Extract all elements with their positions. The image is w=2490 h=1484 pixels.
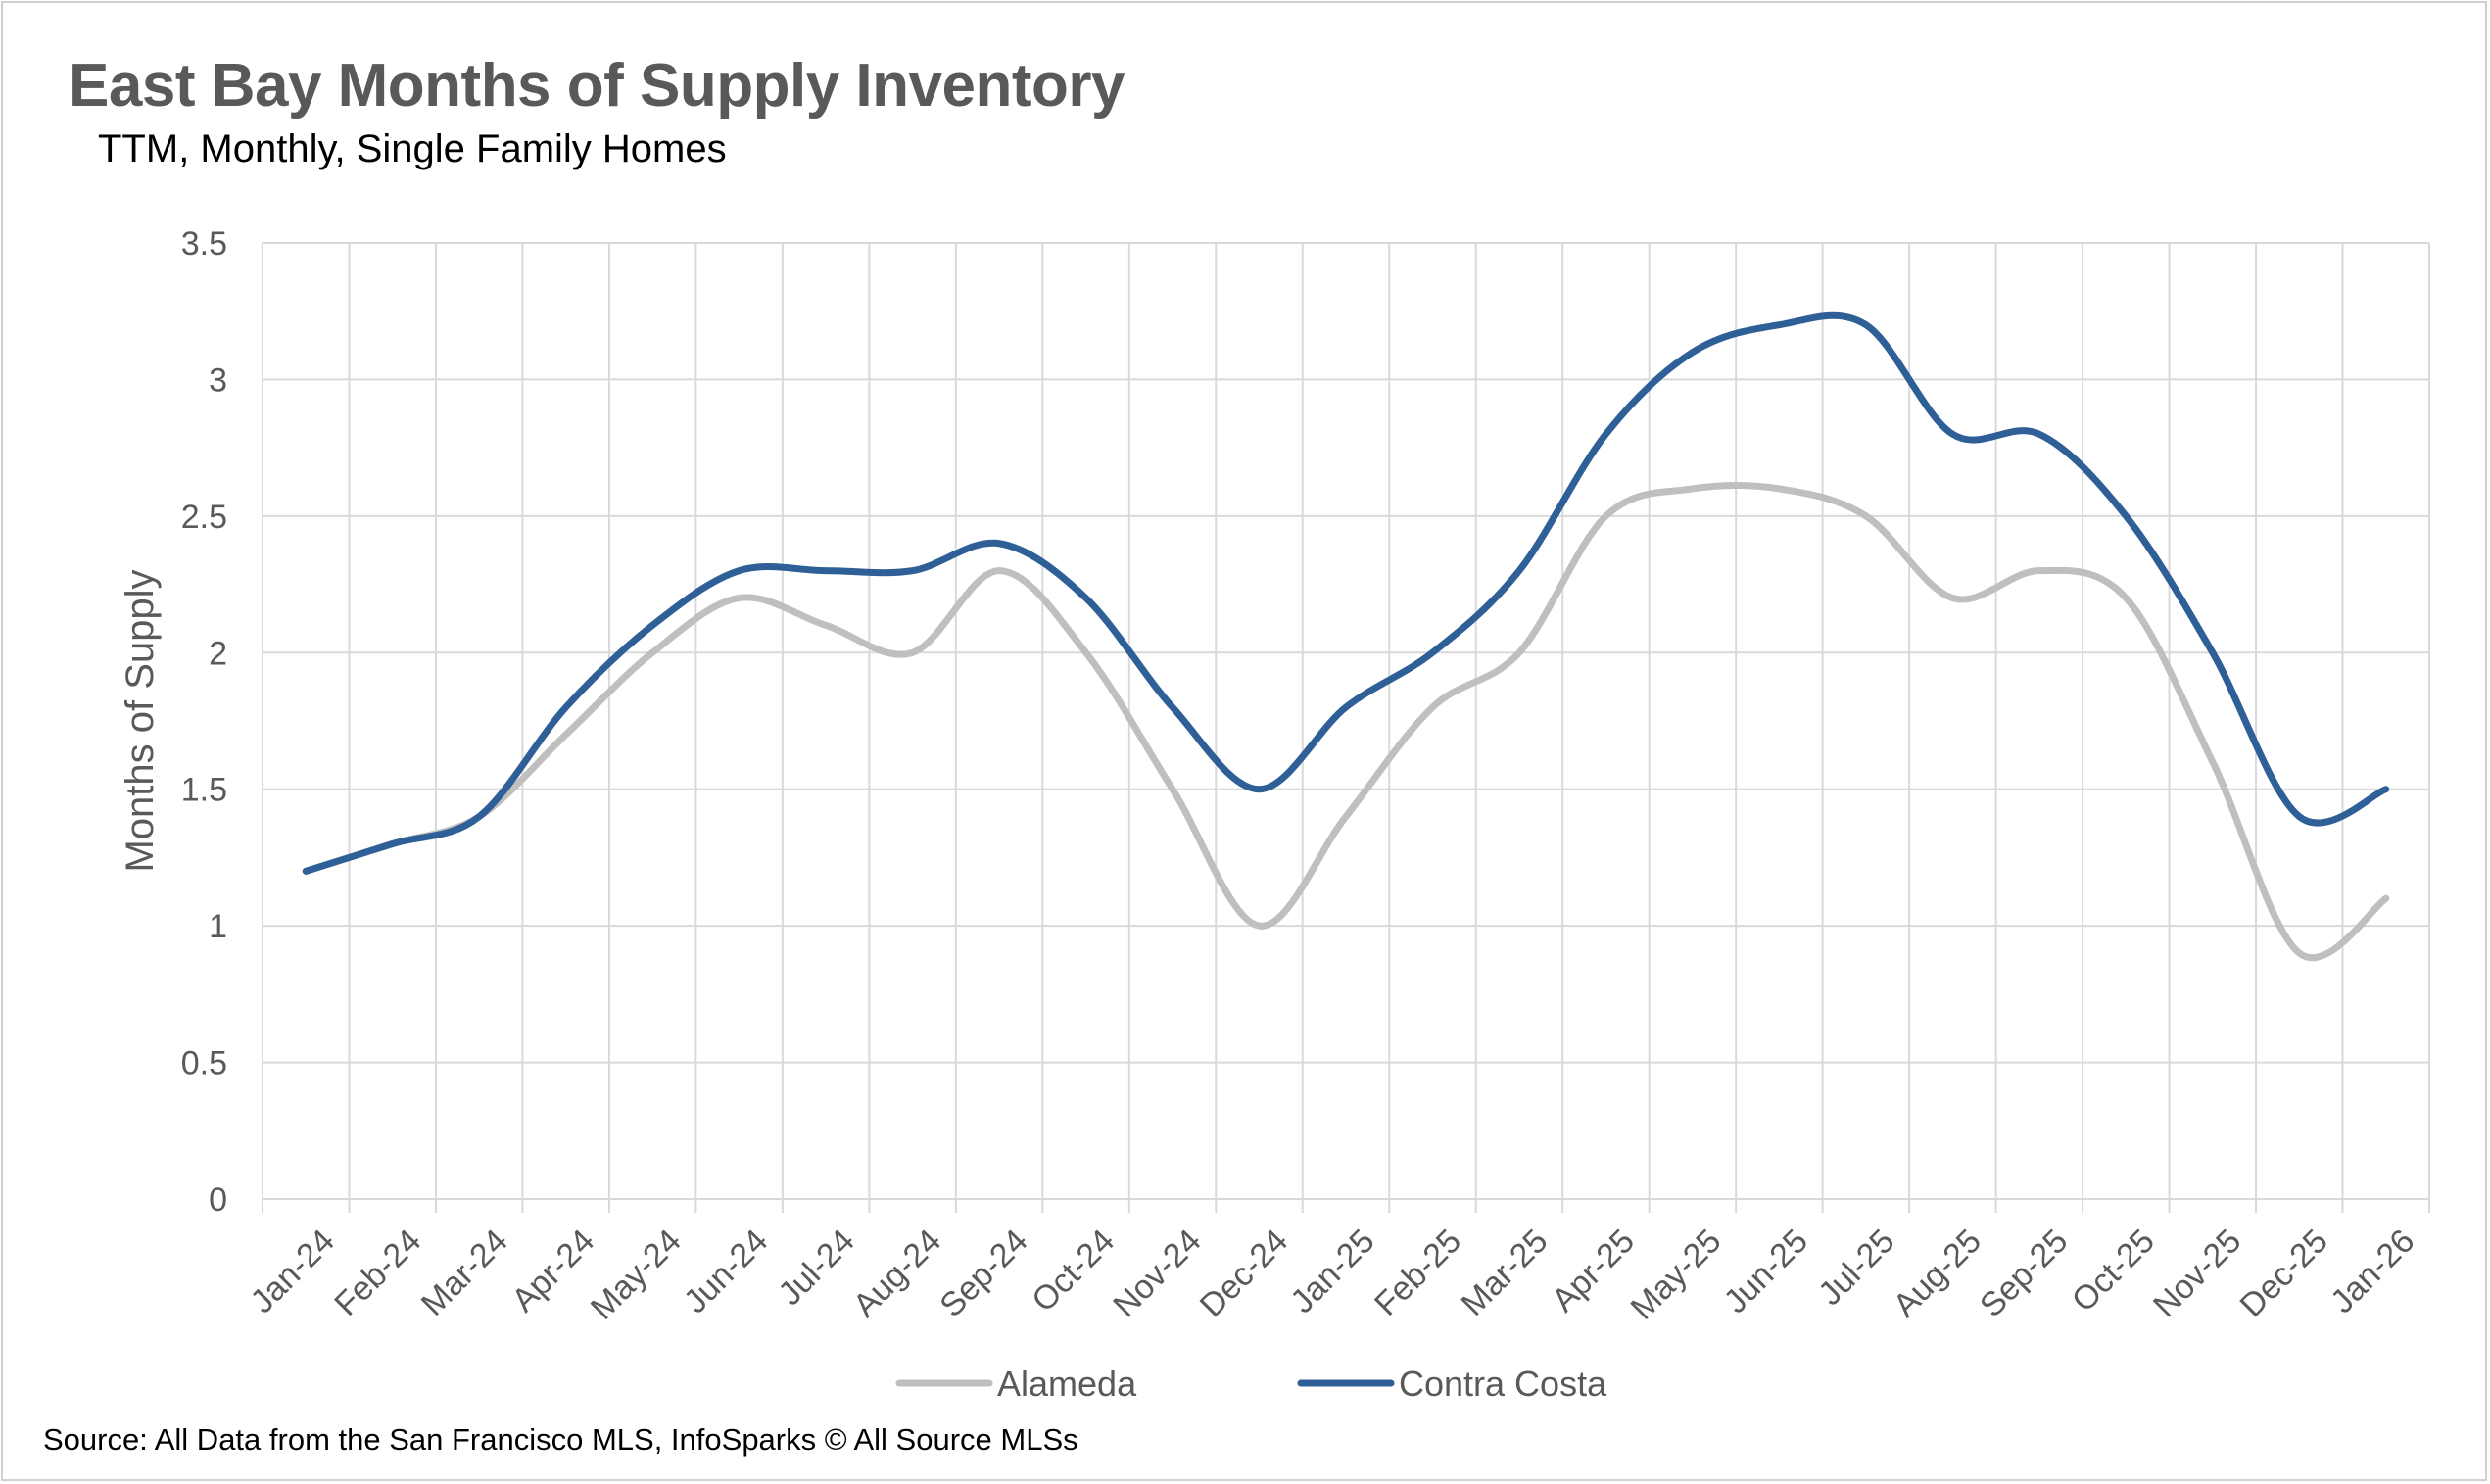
y-tick-label: 1 <box>209 908 227 945</box>
x-tick-label: Sep-25 <box>1973 1222 2075 1324</box>
gridlines <box>262 242 2430 1200</box>
y-tick-label: 1.5 <box>181 772 227 809</box>
chart-subtitle: TTM, Monthly, Single Family Homes <box>98 127 727 170</box>
legend: Alameda Contra Costa <box>895 1364 1607 1404</box>
x-tick-label: Nov-25 <box>2146 1222 2248 1324</box>
y-tick-label: 3 <box>209 361 227 399</box>
y-tick-label: 0.5 <box>181 1045 227 1082</box>
series-line-alameda <box>302 481 2390 962</box>
y-tick-label: 2.5 <box>181 499 227 536</box>
x-tick-label: May-24 <box>584 1222 689 1327</box>
source-note: Source: All Data from the San Francisco … <box>43 1422 1078 1457</box>
x-tick-label: Oct-24 <box>1025 1222 1122 1319</box>
x-tick-label: Aug-24 <box>846 1222 948 1324</box>
y-tick-label: 0 <box>209 1181 227 1219</box>
y-tick-label: 2 <box>209 635 227 672</box>
series-line-contra-costa <box>302 311 2390 875</box>
chart-title: East Bay Months of Supply Inventory <box>69 52 1125 120</box>
x-tick-label: Jan-24 <box>243 1222 341 1320</box>
x-tick-label: Jan-25 <box>1283 1222 1381 1320</box>
x-tick-label: Dec-24 <box>1193 1222 1295 1324</box>
x-tick-label: Mar-25 <box>1455 1222 1556 1323</box>
x-tick-label: Jan-26 <box>2323 1222 2421 1320</box>
x-tick-label: May-25 <box>1624 1222 1729 1327</box>
x-tick-label: Oct-25 <box>2065 1222 2162 1319</box>
x-tick-label: Feb-24 <box>327 1222 428 1323</box>
x-tick-label: Feb-25 <box>1367 1222 1468 1323</box>
x-tick-label: Dec-25 <box>2233 1222 2335 1324</box>
x-tick-label: Jun-24 <box>677 1222 775 1320</box>
x-tick-label: Aug-25 <box>1887 1222 1988 1324</box>
x-tick-label: Sep-24 <box>933 1222 1034 1324</box>
series-lines <box>302 311 2390 962</box>
legend-label-contra-costa: Contra Costa <box>1399 1364 1607 1404</box>
legend-label-alameda: Alameda <box>997 1364 1137 1404</box>
x-tick-label: Mar-24 <box>414 1222 515 1323</box>
x-tick-label: Nov-24 <box>1106 1222 1208 1324</box>
y-axis-title: Months of Supply <box>119 569 162 872</box>
x-tick-label: Jun-25 <box>1717 1222 1815 1320</box>
y-tick-label: 3.5 <box>181 225 227 263</box>
